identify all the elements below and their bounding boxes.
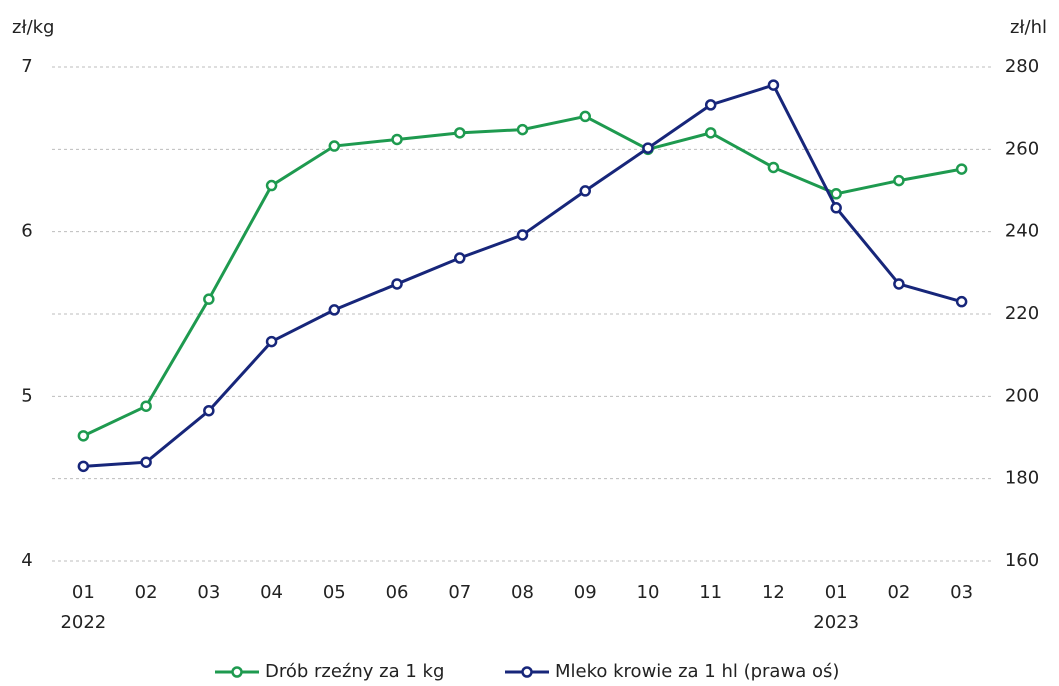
x-tick-label: 02 [887,582,910,603]
x-tick-label: 05 [323,582,346,603]
y-tick-label: 7 [21,56,32,77]
point [265,179,278,192]
y2-tick-label: 260 [1005,138,1039,159]
y2-tick-label: 240 [1005,221,1039,242]
point [328,304,341,316]
x-tick-label: 01 [72,582,95,603]
legend: Drób rzeźny za 1 kg Mleko krowie za 1 hl … [215,661,839,682]
x-group-label: 2022 [60,612,106,633]
legend-label: Mleko krowie za 1 hl (prawa oś) [555,661,839,682]
point [140,400,152,412]
y2-tick-label: 160 [1005,550,1039,571]
point [140,456,152,468]
x-tick-label: 07 [448,582,471,603]
x-tick-label: 11 [699,582,722,603]
point [203,404,215,417]
point [454,252,466,264]
y2-axis-label: zł/hl [1010,17,1047,38]
x-tick-label: 04 [260,582,283,603]
y2-tick-label: 280 [1005,56,1039,77]
x-tick-label: 01 [825,582,848,603]
x-tick-label: 08 [511,582,534,603]
x-tick-label: 02 [135,582,158,603]
point [454,127,466,139]
point [642,142,654,154]
y-tick-label: 6 [21,221,32,242]
point [391,133,403,146]
point [955,163,968,175]
point [893,278,905,290]
y-axis-label: zł/kg [12,17,54,38]
x-tick-label: 09 [574,582,597,603]
point [830,202,842,214]
series-line [82,114,962,438]
x-tick-label: 06 [386,582,409,603]
y2-tick-label: 200 [1005,385,1039,406]
legend-marker [521,666,533,678]
point [579,185,591,197]
x-tick-label: 03 [950,582,973,603]
y2-tick-label: 180 [1005,468,1039,489]
series-line [83,83,963,468]
x-group-label: 2023 [813,612,859,633]
legend-marker [231,666,243,678]
point [391,278,403,290]
point [579,110,591,123]
point [704,99,717,111]
legend-label: Drób rzeźny za 1 kg [265,661,444,682]
y-tick-label: 5 [21,385,32,406]
point [77,430,90,442]
point [77,460,90,473]
x-tick-label: 10 [637,582,660,603]
point [516,123,529,136]
x-tick-label: 12 [762,582,785,603]
point [767,79,780,91]
point [328,140,341,152]
x-tick-label: 03 [197,582,220,603]
point [516,229,529,241]
point [893,174,905,187]
point [203,293,215,305]
point [767,161,780,174]
point [704,127,717,139]
y2-tick-label: 220 [1005,303,1039,324]
y-tick-label: 4 [21,550,32,571]
point [830,188,842,200]
point [265,335,278,348]
point [955,295,968,308]
